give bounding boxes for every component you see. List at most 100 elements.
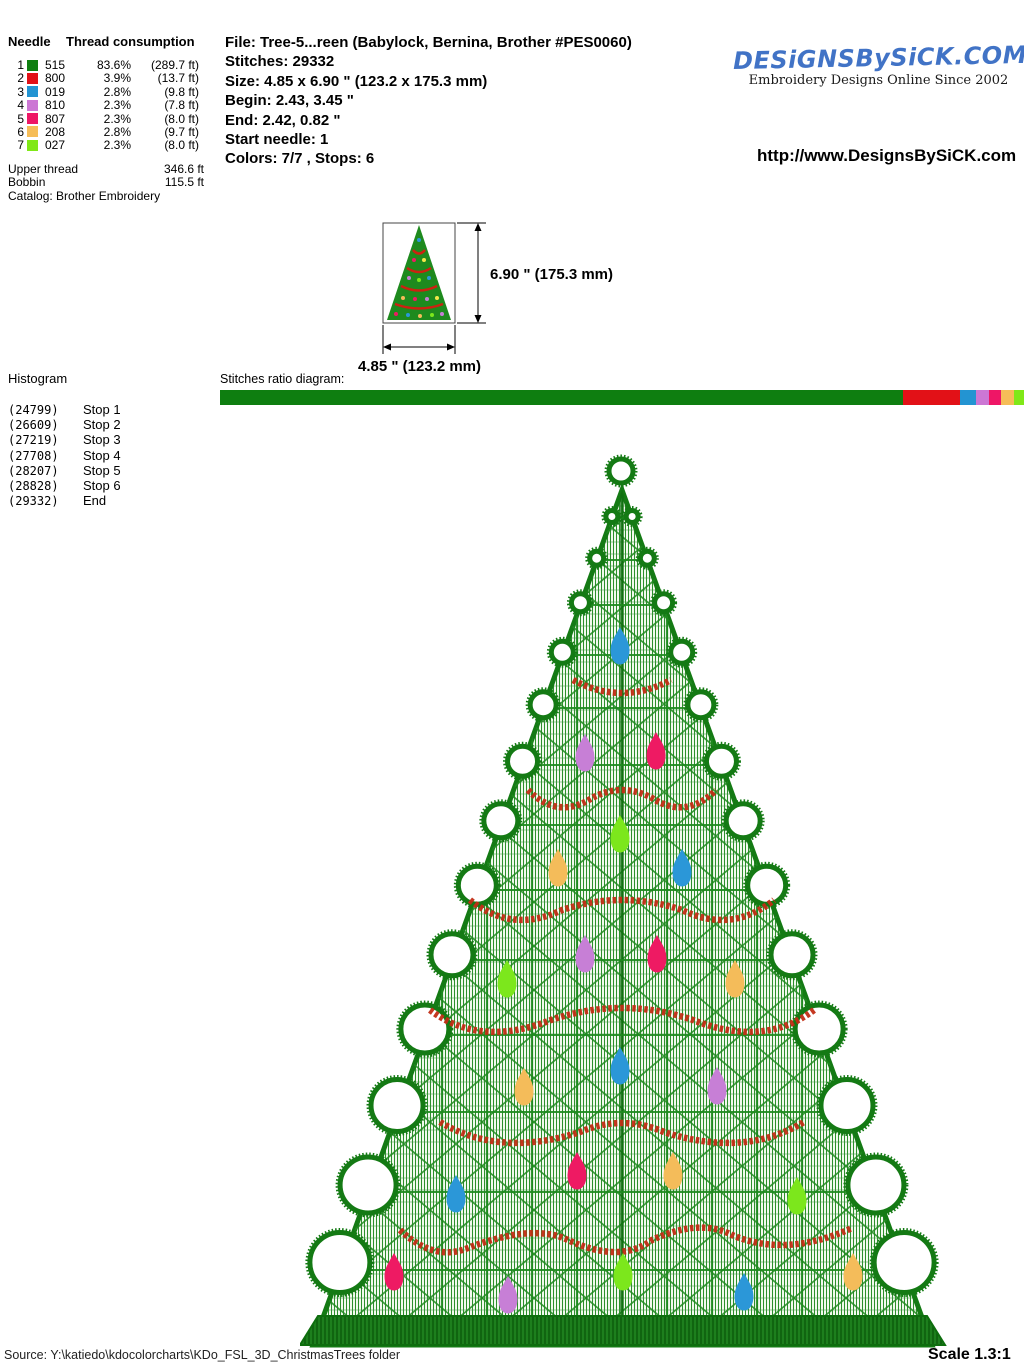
scallop-spikes [621,506,643,527]
scallop-spikes [525,687,561,723]
scallop-spikes [566,589,594,617]
needle-column-header: Needle [8,34,51,49]
thread-row: 4 810 2.3% (7.8 ft) [8,98,208,113]
histogram-row: (28207) Stop 5 [8,463,121,478]
source-path-line: Source: Y:\katiedo\kdocolorcharts\KDo_FS… [4,1348,401,1362]
thread-color-chip [27,59,38,71]
stop-label: Stop 1 [83,402,121,417]
ornament-green [497,959,517,998]
width-dimension-label: 4.85 " (123.2 mm) [358,358,481,375]
stop-label: Stop 5 [83,462,121,478]
scallop-bump [548,638,576,666]
scallop-spikes [766,929,818,981]
ornament-pink [384,1252,404,1291]
end-line: End: 2.42, 0.82 " [225,111,341,129]
scallop-bump [505,743,541,779]
ornament-orange [843,1252,863,1291]
scallop-bump [652,591,676,615]
scallop-spikes [869,1228,939,1297]
needle-number: 3 [17,84,24,99]
ornament-orange [663,1151,683,1190]
thread-percent: 2.3% [103,98,131,113]
scallop-spikes [843,1152,909,1218]
scallop-bump [703,743,739,779]
ornament-blue [610,1046,630,1085]
scallop-spikes [503,741,543,781]
thread-percent: 2.3% [103,111,131,126]
ornament-orchid [575,934,595,973]
garland [397,1224,854,1256]
histogram-panel: Histogram (24799) Stop 1 (26609) Stop 2 (272… [8,371,121,508]
scallop-bump [623,508,641,525]
ornament-pink [647,934,667,973]
histogram-row: (26609) Stop 2 [8,417,121,432]
thread-row: 7 027 2.3% (8.0 ft) [8,138,208,152]
scallop-spikes [453,861,501,909]
scallop-spikes [335,1152,401,1218]
embroidery-preview-tree [300,454,947,1348]
stop-label: Stop 4 [83,447,121,463]
scallop-bump [481,801,521,841]
consumption-column-header: Thread consumption [66,34,195,49]
height-dimension-lines [457,222,486,324]
stitches-ratio-bar [220,390,1024,405]
start-needle-line: Start needle: 1 [225,131,329,149]
file-name-line: File: Tree-5...reen (Babylock, Bernina, … [225,34,632,51]
scallop-spikes [479,799,523,843]
scallop-bump [337,1154,399,1216]
thread-length: (289.7 ft) [150,58,199,72]
scallop-bump [792,1002,846,1056]
stitch-count: (27708) [8,448,59,463]
scallop-spikes [650,589,678,617]
scallop-bump [871,1230,937,1295]
thread-color-chip [27,113,38,125]
upper-thread-label: Upper thread [8,161,79,176]
scallop-bump [428,931,476,979]
stop-label: Stop 3 [83,432,121,448]
stitch-count: (26609) [8,418,59,433]
logo-tagline: Embroidery Designs Online Since 2002 [748,73,1009,88]
brand-logo: DESiGNSBySiCK.COM Embroidery Designs Onl… [733,41,1024,88]
catalog-line: Catalog: Brother Embroidery [8,188,161,203]
thread-code: 208 [45,124,66,139]
thread-code: 515 [45,58,66,72]
scallop-spikes [305,1228,375,1297]
design-thumbnail-with-dimensions: 6.90 " (175.3 mm) 4.85 " (123.2 mm) [358,222,613,375]
thread-code: 800 [45,71,66,86]
thread-row: 6 208 2.8% (9.7 ft) [8,124,208,139]
ornament-orange [725,959,745,998]
thread-length: (9.7 ft) [164,124,199,139]
ornament-orange [514,1067,534,1106]
bobbin-value: 115.5 ft [164,175,204,190]
stop-label: Stop 2 [83,417,121,433]
ornament-orchid [707,1066,727,1105]
scallop-bump [723,801,763,841]
thread-color-chip [27,86,38,98]
stitch-count: (28207) [8,463,59,478]
thread-row: 2 800 3.9% (13.7 ft) [8,71,208,86]
ratio-segment [220,390,903,405]
thread-percent: 2.8% [103,84,131,99]
stitch-count: (28828) [8,478,59,493]
scallop-bump [845,1154,907,1216]
garland [571,677,673,697]
width-dimension-arrows [383,343,455,351]
size-line: Size: 4.85 x 6.90 " (123.2 x 175.3 mm) [225,72,488,90]
histogram-row: (24799) Stop 1 [8,402,121,417]
scallop-spikes [635,546,659,570]
ratio-diagram-label: Stitches ratio diagram: [220,372,345,386]
ornament-blue [672,848,692,887]
thread-rows: 1 515 83.6% (289.7 ft) 2 800 3.9% (13.7 ft) 3 019… [8,58,208,152]
ratio-segment [975,390,989,405]
ornament-green [610,814,630,853]
ratio-segment [902,390,960,405]
needle-number: 4 [17,98,24,113]
scallop-bump [398,1002,452,1056]
scallop-bump [818,1077,876,1134]
scallop-spikes [683,687,719,723]
thread-percent: 3.9% [103,71,131,86]
stitches-line: Stitches: 29332 [225,53,335,71]
needle-number: 6 [17,124,24,139]
scallop-spikes [396,1000,454,1058]
